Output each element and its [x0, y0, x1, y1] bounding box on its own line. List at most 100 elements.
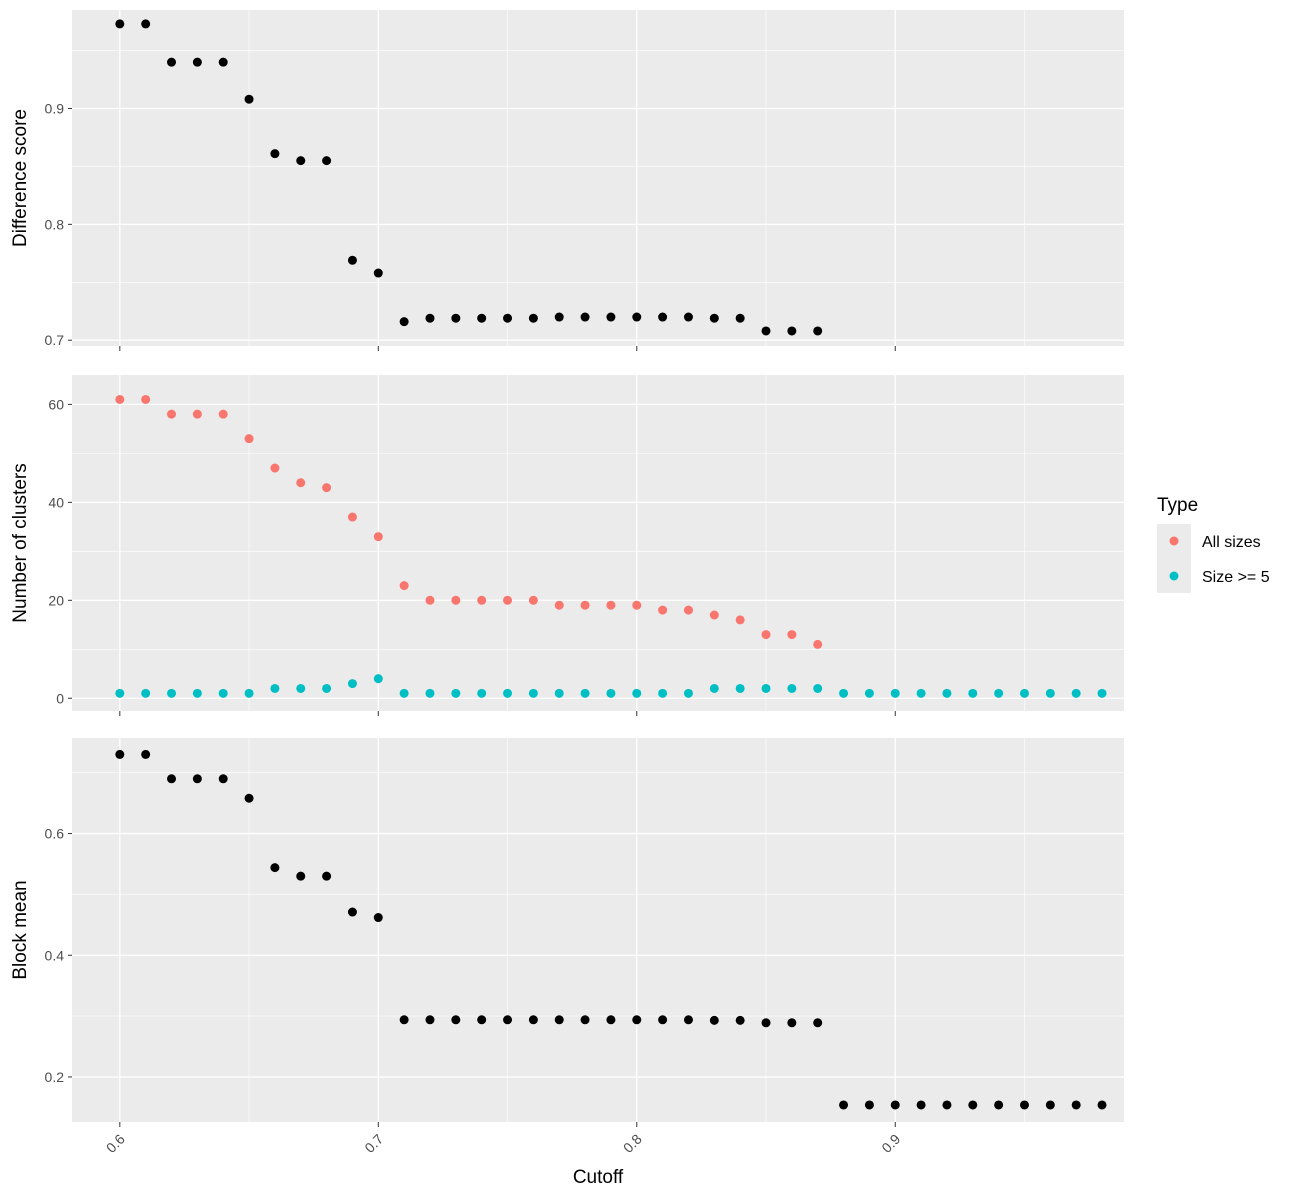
- data-point: [580, 1015, 590, 1025]
- y-tick-label: 0: [56, 690, 64, 706]
- data-point: [115, 749, 125, 759]
- data-point: [373, 532, 383, 542]
- data-point: [735, 1015, 745, 1025]
- data-point: [244, 94, 254, 104]
- data-point: [916, 688, 926, 698]
- data-point: [218, 57, 228, 67]
- legend: Type All sizes Size >= 5: [1157, 495, 1270, 593]
- data-point: [787, 326, 797, 336]
- data-point: [606, 688, 616, 698]
- data-point: [503, 313, 513, 323]
- data-point: [167, 688, 177, 698]
- data-point: [373, 268, 383, 278]
- y-tick-label: 0.7: [45, 332, 65, 348]
- data-point: [347, 255, 357, 265]
- data-point: [813, 326, 823, 336]
- data-point: [890, 1100, 900, 1110]
- legend-key-background: [1157, 524, 1191, 593]
- x-tick-label: 0.8: [620, 1131, 645, 1156]
- panel-1: 0.7 0.8 0.9 Difference score: [10, 10, 1124, 351]
- data-point: [425, 595, 435, 605]
- y-axis-title: Difference score: [10, 109, 31, 247]
- data-point: [683, 688, 693, 698]
- panels-layer: 0.7 0.8 0.9 Difference score 0 20 40 60 Number o…: [10, 10, 1124, 1156]
- data-point: [839, 688, 849, 698]
- data-point: [787, 683, 797, 693]
- data-point: [192, 409, 202, 419]
- data-point: [787, 630, 797, 640]
- data-point: [683, 312, 693, 322]
- data-point: [451, 688, 461, 698]
- data-point: [658, 1015, 668, 1025]
- data-point: [192, 688, 202, 698]
- data-point: [399, 317, 409, 327]
- data-point: [167, 774, 177, 784]
- data-point: [761, 630, 771, 640]
- y-tick-label: 60: [48, 396, 64, 412]
- legend-key-all-sizes: [1169, 536, 1179, 546]
- data-point: [141, 19, 151, 29]
- data-point: [580, 600, 590, 610]
- y-tick-label: 0.2: [45, 1069, 65, 1085]
- data-point: [141, 749, 151, 759]
- y-tick-label: 20: [48, 592, 64, 608]
- data-point: [580, 312, 590, 322]
- data-point: [451, 313, 461, 323]
- data-point: [658, 688, 668, 698]
- data-point: [477, 595, 487, 605]
- data-point: [735, 615, 745, 625]
- data-point: [1097, 1100, 1107, 1110]
- data-point: [115, 19, 125, 29]
- data-point: [528, 595, 538, 605]
- data-point: [503, 688, 513, 698]
- data-point: [1045, 688, 1055, 698]
- panel-background: [72, 375, 1124, 711]
- data-point: [528, 313, 538, 323]
- data-point: [994, 1100, 1004, 1110]
- data-point: [709, 610, 719, 620]
- data-point: [322, 871, 332, 881]
- data-point: [813, 683, 823, 693]
- data-point: [761, 1018, 771, 1028]
- data-point: [632, 312, 642, 322]
- data-point: [606, 1015, 616, 1025]
- series-2: [115, 674, 1107, 698]
- data-point: [347, 512, 357, 522]
- data-point: [167, 57, 177, 67]
- data-point: [244, 688, 254, 698]
- data-point: [787, 1018, 797, 1028]
- data-point: [192, 774, 202, 784]
- y-tick-label: 0.4: [45, 947, 65, 963]
- data-point: [683, 1015, 693, 1025]
- data-point: [296, 478, 306, 488]
- data-point: [864, 688, 874, 698]
- data-point: [141, 688, 151, 698]
- data-point: [1045, 1100, 1055, 1110]
- data-point: [1071, 688, 1081, 698]
- data-point: [709, 1015, 719, 1025]
- data-point: [554, 312, 564, 322]
- x-tick-label: 0.9: [878, 1131, 903, 1156]
- data-point: [658, 605, 668, 615]
- data-point: [399, 581, 409, 591]
- data-point: [968, 1100, 978, 1110]
- data-point: [270, 863, 280, 873]
- y-axis-title: Block mean: [10, 880, 31, 979]
- x-tick-label: 0.7: [361, 1131, 386, 1156]
- data-point: [554, 600, 564, 610]
- legend-title: Type: [1157, 495, 1198, 516]
- x-tick-label: 0.6: [103, 1131, 128, 1156]
- legend-label-all-sizes: All sizes: [1202, 534, 1261, 551]
- series-1: [115, 19, 823, 336]
- data-point: [890, 688, 900, 698]
- data-point: [1019, 1100, 1029, 1110]
- data-point: [606, 312, 616, 322]
- data-point: [580, 688, 590, 698]
- panel-2: 0 20 40 60 Number of clusters: [10, 375, 1124, 716]
- data-point: [347, 679, 357, 689]
- data-point: [528, 688, 538, 698]
- data-point: [477, 1015, 487, 1025]
- data-point: [425, 1015, 435, 1025]
- panel-background: [72, 738, 1124, 1122]
